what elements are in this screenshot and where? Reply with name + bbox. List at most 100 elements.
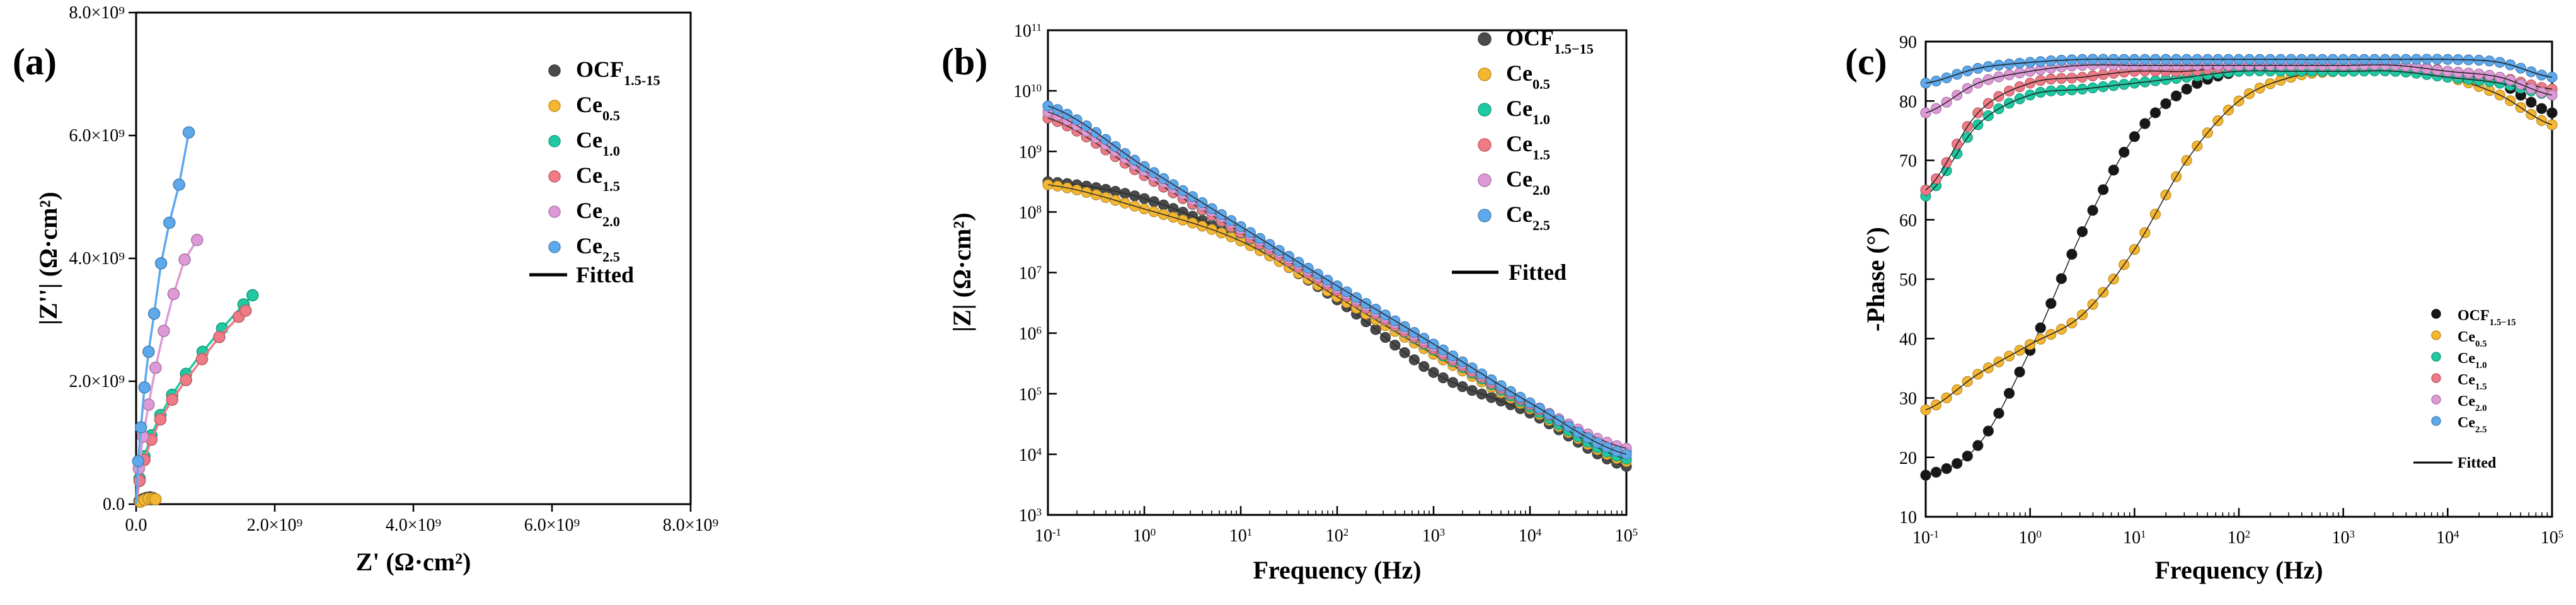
legend-entry-ce25-marker <box>1478 209 1492 222</box>
panel-b: (b) 10-1 100 101 102 103 104 10510310410510610… <box>941 21 1638 585</box>
point-ce25 <box>138 381 151 394</box>
panel-c-y-axis-title: -Phase (°) <box>1861 227 1890 331</box>
legend-entry-ce10-marker <box>548 135 561 147</box>
panel-c: (c) 10-1 100 101 102 103 104 105 10 20 30 40 50 60 70… <box>1845 33 2563 584</box>
legend-entry-ce15-label: Ce1.5 <box>2458 372 2487 392</box>
y-tick-label-2: 30 <box>1899 389 1917 409</box>
legend-entry-ocf-label: OCF1.5−15 <box>1506 25 1594 57</box>
panel-c-plot <box>1920 54 2558 481</box>
legend-entry-ce20-marker <box>1478 173 1492 187</box>
fitted-line-ocf <box>1925 64 2553 476</box>
x-tick-label-0: 100 <box>2018 528 2041 548</box>
x-tick-label-3: 6.0×10⁹ <box>524 516 580 535</box>
y-tick-label-6: 70 <box>1899 152 1917 171</box>
legend-entry-ce05-marker <box>548 100 561 112</box>
legend-entry-ce20-marker <box>548 205 561 218</box>
point-ce25 <box>173 178 185 191</box>
x-tick-label--1: 10-1 <box>1912 528 1939 548</box>
x-tick-label-4: 104 <box>1519 526 1542 546</box>
y-tick-label-10: 1010 <box>1013 82 1042 102</box>
legend-entry-ce20-label: Ce2.0 <box>2458 393 2487 413</box>
legend-entry-ce05-marker <box>2431 330 2441 340</box>
legend-entry-ce05-marker <box>1478 67 1492 81</box>
legend-entry-ce10-label: Ce1.0 <box>1506 96 1550 127</box>
x-tick-label-1: 2.0×10⁹ <box>247 516 303 535</box>
y-tick-label-7: 80 <box>1899 92 1917 112</box>
point-ce10 <box>246 289 259 302</box>
legend-entry-ocf-marker <box>548 64 561 77</box>
x-tick-label-2: 102 <box>1326 526 1348 546</box>
y-tick-label-7: 107 <box>1019 263 1042 284</box>
y-tick-label-6: 106 <box>1019 324 1042 344</box>
legend-entry-ce05-label: Ce0.5 <box>2458 329 2487 349</box>
x-tick-label-2: 4.0×10⁹ <box>386 516 442 535</box>
point-ce15 <box>154 413 167 426</box>
x-tick-label-5: 105 <box>2541 528 2563 548</box>
y-tick-label-4: 8.0×10⁹ <box>69 3 125 23</box>
point-ce25 <box>2546 71 2558 83</box>
point-ce20 <box>191 234 204 246</box>
legend-entry-ce05-label: Ce0.5 <box>1506 60 1550 92</box>
y-tick-label-3: 40 <box>1899 330 1917 349</box>
fitted-line-ce25 <box>1047 105 1627 455</box>
panel-c-ticks: 10-1 100 101 102 103 104 105 10 20 30 40 50 60 70 80 90 <box>1899 33 2563 548</box>
legend-entry-ce20-label: Ce2.0 <box>576 198 620 229</box>
x-tick-label-2: 102 <box>2228 528 2250 548</box>
legend-entry-ce25-label: Ce2.5 <box>576 233 620 265</box>
legend-entry-ce25-marker <box>2431 416 2441 426</box>
y-tick-label-9: 109 <box>1019 142 1042 163</box>
legend-entry-ce25-marker <box>548 241 561 253</box>
point-ce25 <box>1042 100 1054 112</box>
point-ce25 <box>182 126 195 139</box>
legend-entry-ce25-label: Ce2.5 <box>2458 415 2487 435</box>
y-tick-label-11: 1011 <box>1014 21 1042 42</box>
panel-a: (a) 0.00.0 2.0×10⁹ 2.0×10⁹ 4.0×10⁹ 4.0×10⁹ 6.… <box>13 3 718 576</box>
panel-b-x-axis-title: Frequency (Hz) <box>1253 556 1422 584</box>
x-tick-label-4: 104 <box>2436 528 2459 548</box>
legend-entry-ocf-label: OCF1.5−15 <box>2458 308 2516 328</box>
legend-entry-ce15-label: Ce1.5 <box>1506 131 1550 163</box>
panel-a-plot <box>132 126 259 508</box>
fitted-line-ce20 <box>1925 64 2553 113</box>
legend-entry-ce15-marker <box>2431 373 2441 383</box>
y-tick-label-4: 50 <box>1899 270 1917 290</box>
legend-entry-ce10-marker <box>2431 352 2441 362</box>
y-tick-label-8: 108 <box>1019 203 1042 223</box>
fitted-line-ce25 <box>135 132 190 505</box>
point-ce15 <box>180 374 192 386</box>
panel-b-plot <box>1042 100 1632 472</box>
point-ce25 <box>132 455 145 468</box>
panel-a-x-axis-title: Z' (Ω·cm²) <box>356 548 471 576</box>
x-tick-label-1: 101 <box>1229 526 1252 546</box>
point-ce20 <box>142 398 155 411</box>
legend-entry-ce25-label: Ce2.5 <box>1506 202 1550 233</box>
panel-c-frame <box>1924 40 2553 518</box>
y-tick-label-5: 105 <box>1019 384 1042 405</box>
y-tick-label-4: 104 <box>1019 445 1042 465</box>
point-ce25 <box>142 345 155 358</box>
legend-fitted-label: Fitted <box>2458 455 2497 471</box>
x-tick-label-0: 100 <box>1133 526 1156 546</box>
y-tick-label-1: 2.0×10⁹ <box>69 372 125 391</box>
panel-a-ticks: 0.00.0 2.0×10⁹ 2.0×10⁹ 4.0×10⁹ 4.0×10⁹ 6.0×10… <box>69 3 718 535</box>
legend-entry-ce15-marker <box>548 170 561 183</box>
panel-c-x-axis-title: Frequency (Hz) <box>2155 556 2323 584</box>
x-tick-label-4: 8.0×10⁹ <box>663 516 719 535</box>
y-tick-label-1: 20 <box>1899 449 1917 468</box>
legend-entry-ce10-label: Ce1.0 <box>576 127 620 159</box>
point-ce05 <box>149 493 162 505</box>
point-ce20 <box>2546 89 2558 101</box>
point-ce25 <box>134 421 147 434</box>
legend-entry-ce15-marker <box>1478 138 1492 152</box>
legend-entry-ce10-marker <box>1478 103 1492 117</box>
y-tick-label-0: 0.0 <box>103 495 125 514</box>
panel-b-y-axis-title: |Z| (Ω·cm²) <box>948 212 976 331</box>
point-ce20 <box>167 287 180 301</box>
point-ce15 <box>239 304 252 317</box>
panel-c-label: (c) <box>1845 41 1887 83</box>
panel-b-label: (b) <box>941 41 987 83</box>
point-ce20 <box>158 325 170 337</box>
